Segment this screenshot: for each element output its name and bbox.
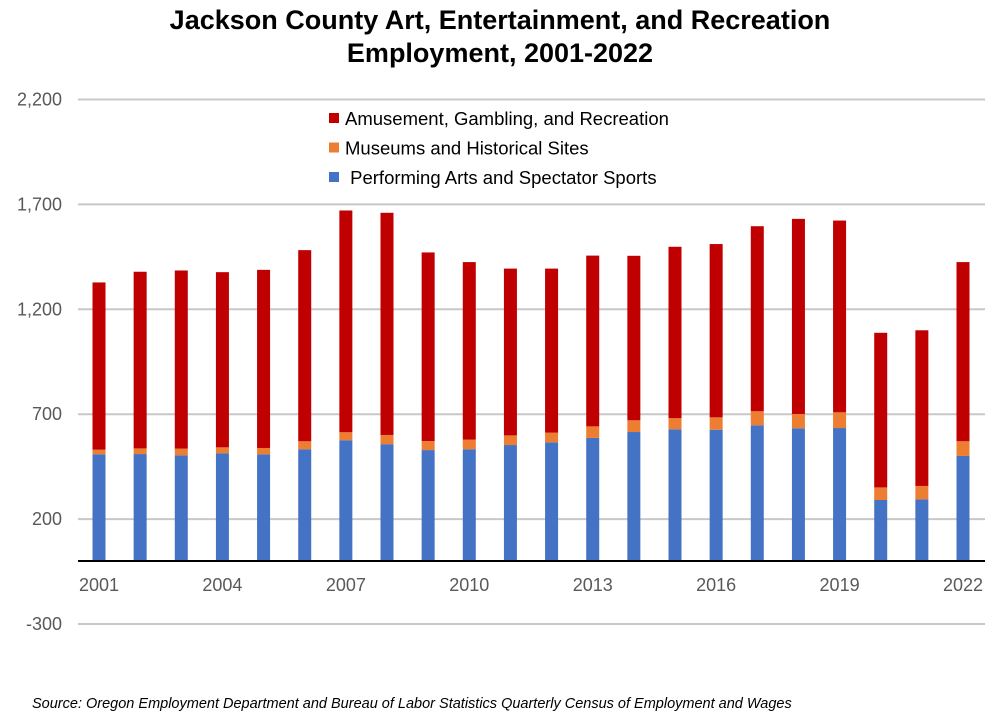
- bar-segment: [709, 429, 723, 562]
- bar-segment: [462, 449, 476, 562]
- legend-swatch: [329, 172, 339, 182]
- bar-segment: [421, 441, 435, 451]
- y-tick-label: 2,200: [17, 90, 62, 110]
- bar-segment: [174, 448, 188, 456]
- bar-segment: [668, 429, 682, 562]
- bar-segment: [833, 412, 847, 429]
- bar-segment: [627, 255, 641, 421]
- bar-segment: [874, 332, 888, 488]
- bar-segment: [339, 432, 353, 441]
- bar-segment: [586, 426, 600, 438]
- x-tick-label: 2004: [202, 575, 242, 595]
- legend-label: Museums and Historical Sites: [345, 138, 589, 159]
- bar-segment: [503, 268, 517, 436]
- bar-segment: [257, 454, 271, 562]
- bar-segment: [298, 250, 312, 442]
- bar-segment: [215, 453, 229, 562]
- bar-segment: [915, 499, 929, 562]
- bar-segment: [174, 270, 188, 449]
- bar-segment: [956, 262, 970, 442]
- bar-segment: [956, 455, 970, 562]
- bar-segment: [421, 252, 435, 442]
- bar-segment: [668, 246, 682, 419]
- bar-segment: [215, 447, 229, 454]
- bar-segment: [545, 268, 559, 433]
- bar-segment: [709, 417, 723, 430]
- y-tick-label: 200: [32, 509, 62, 529]
- x-tick-label: 2013: [573, 575, 613, 595]
- bar-segment: [874, 500, 888, 562]
- x-tick-label: 2001: [79, 575, 119, 595]
- bar-segment: [627, 432, 641, 562]
- bar-segment: [421, 450, 435, 562]
- bar-segment: [791, 413, 805, 429]
- y-tick-label: -300: [26, 614, 62, 634]
- bar-segment: [174, 455, 188, 562]
- bar-segment: [298, 449, 312, 562]
- bar-segment: [915, 485, 929, 500]
- bar-segment: [627, 420, 641, 433]
- bar-segment: [709, 244, 723, 418]
- legend-label: Amusement, Gambling, and Recreation: [345, 108, 669, 129]
- bar-segment: [133, 271, 147, 449]
- x-tick-label: 2019: [820, 575, 860, 595]
- y-tick-label: 700: [32, 404, 62, 424]
- source-note: Source: Oregon Employment Department and…: [32, 696, 792, 712]
- bar-segment: [791, 218, 805, 414]
- bar-segment: [380, 212, 394, 435]
- bar-segment: [915, 330, 929, 486]
- chart-title: Jackson County Art, Entertainment, and R…: [0, 4, 1000, 70]
- bar-segment: [133, 454, 147, 562]
- bar-segment: [956, 441, 970, 456]
- bar-segment: [750, 425, 764, 562]
- bar-segment: [339, 210, 353, 433]
- bar-segment: [874, 487, 888, 501]
- bar-segment: [503, 435, 517, 446]
- chart-title-line-1: Jackson County Art, Entertainment, and R…: [169, 5, 831, 35]
- bar-segment: [380, 444, 394, 562]
- bar-segment: [298, 441, 312, 450]
- x-tick-label: 2016: [696, 575, 736, 595]
- bar-segment: [257, 447, 271, 455]
- bar-segment: [586, 255, 600, 427]
- bar-segment: [380, 434, 394, 445]
- x-tick-label: 2022: [943, 575, 983, 595]
- bar-segment: [833, 220, 847, 413]
- bar-segment: [586, 437, 600, 562]
- bar-segment: [339, 440, 353, 562]
- bar-segment: [668, 418, 682, 430]
- legend-swatch: [329, 142, 339, 153]
- bar-segment: [215, 272, 229, 448]
- bar-segment: [545, 442, 559, 562]
- bar-segment: [503, 445, 517, 562]
- x-tick-label: 2010: [449, 575, 489, 595]
- bar-segment: [750, 411, 764, 426]
- bar-segment: [133, 448, 147, 455]
- chart-title-line-2: Employment, 2001-2022: [346, 38, 654, 68]
- bar-segment: [92, 454, 106, 562]
- bar-segment: [791, 428, 805, 562]
- x-tick-label: 2007: [326, 575, 366, 595]
- y-tick-label: 1,200: [17, 299, 62, 319]
- bar-segment: [462, 439, 476, 450]
- bar-segment: [545, 432, 559, 443]
- bar-segment: [750, 226, 764, 412]
- bar-segment: [92, 282, 106, 450]
- bar-segment: [833, 428, 847, 562]
- bar-segment: [92, 449, 106, 455]
- legend-swatch: [329, 113, 339, 123]
- bar-segment: [462, 262, 476, 440]
- y-tick-label: 1,700: [17, 194, 62, 214]
- legend-label: Performing Arts and Spectator Sports: [345, 167, 657, 188]
- bar-segment: [257, 269, 271, 448]
